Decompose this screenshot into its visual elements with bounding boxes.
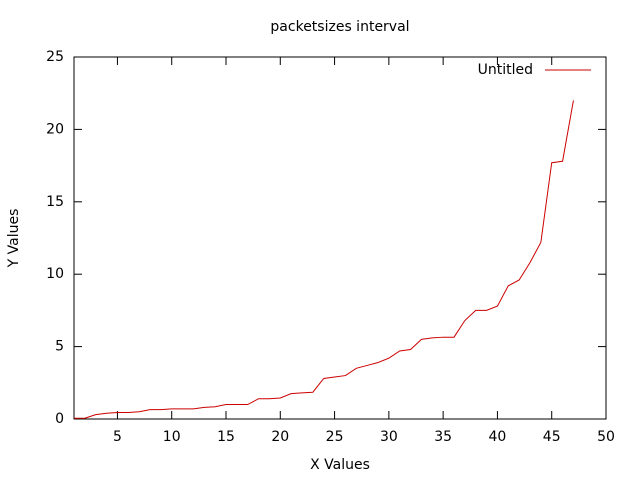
x-tick-label: 25 xyxy=(326,429,344,445)
x-tick-label: 20 xyxy=(271,429,289,445)
chart-title: packetsizes interval xyxy=(270,19,409,35)
x-tick-label: 15 xyxy=(217,429,235,445)
y-tick-label: 5 xyxy=(55,339,64,355)
x-tick-label: 35 xyxy=(434,429,452,445)
y-tick-label: 25 xyxy=(46,49,64,65)
x-tick-label: 5 xyxy=(113,429,122,445)
x-tick-label: 45 xyxy=(543,429,561,445)
y-tick-label: 20 xyxy=(46,121,64,137)
y-axis-label: Y Values xyxy=(6,209,22,269)
y-tick-label: 10 xyxy=(46,266,64,282)
y-tick-label: 15 xyxy=(46,194,64,210)
data-line xyxy=(74,100,574,419)
plot-frame xyxy=(73,56,607,420)
x-axis-label: X Values xyxy=(310,457,370,473)
y-tick-label: 0 xyxy=(55,411,64,427)
x-tick-label: 10 xyxy=(163,429,181,445)
x-tick-label: 30 xyxy=(380,429,398,445)
legend-label: Untitled xyxy=(478,62,533,78)
x-tick-label: 40 xyxy=(489,429,507,445)
x-tick-label: 50 xyxy=(597,429,615,445)
